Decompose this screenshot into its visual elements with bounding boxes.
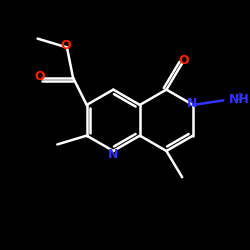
Text: N: N: [186, 97, 197, 110]
Text: O: O: [60, 38, 71, 52]
Text: O: O: [178, 54, 189, 68]
Text: O: O: [35, 70, 45, 83]
Text: NH: NH: [228, 93, 249, 106]
Text: N: N: [108, 148, 118, 161]
Text: 2: 2: [238, 92, 243, 102]
